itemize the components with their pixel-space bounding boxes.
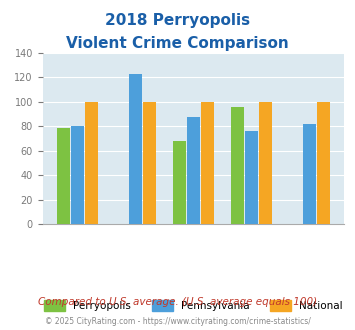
Text: Violent Crime Comparison: Violent Crime Comparison (66, 36, 289, 51)
Text: 2018 Perryopolis: 2018 Perryopolis (105, 13, 250, 28)
Bar (71, 126, 84, 224)
Bar (173, 141, 186, 224)
Legend: Perryopolis, Pennsylvania, National: Perryopolis, Pennsylvania, National (39, 295, 348, 316)
Bar (129, 74, 142, 224)
Bar (259, 102, 272, 224)
Text: Compared to U.S. average. (U.S. average equals 100): Compared to U.S. average. (U.S. average … (38, 297, 317, 307)
Bar (187, 116, 200, 224)
Text: © 2025 CityRating.com - https://www.cityrating.com/crime-statistics/: © 2025 CityRating.com - https://www.city… (45, 317, 310, 326)
Bar (201, 102, 214, 224)
Bar (231, 107, 244, 224)
Bar (57, 128, 70, 224)
Bar (85, 102, 98, 224)
Bar (303, 124, 316, 224)
Bar (245, 131, 258, 224)
Bar (143, 102, 156, 224)
Bar (317, 102, 330, 224)
